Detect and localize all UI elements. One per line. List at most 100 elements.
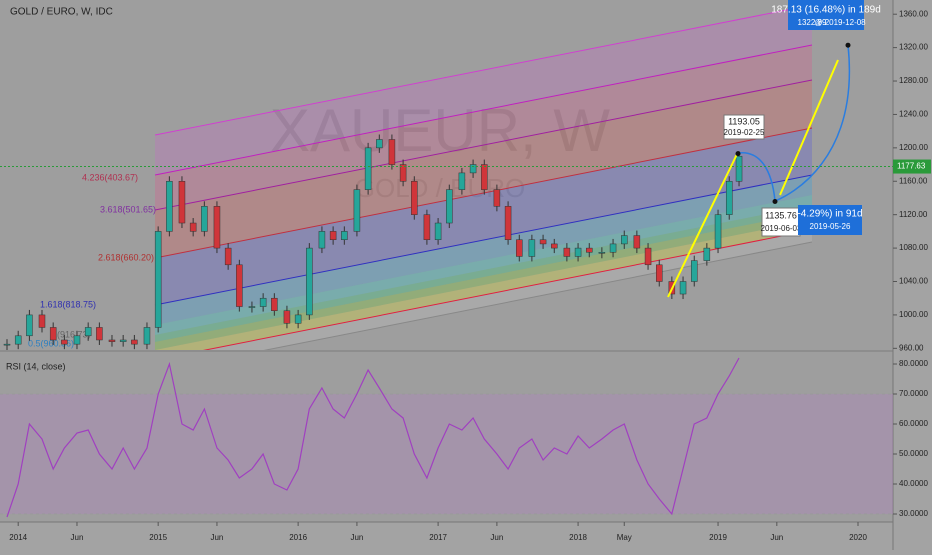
rsi-band <box>0 394 893 514</box>
candle-body <box>364 147 372 190</box>
candle-body <box>725 181 733 215</box>
annotation-box <box>788 0 864 30</box>
candle-body <box>294 314 302 324</box>
candle-body <box>458 172 466 190</box>
candle-body <box>143 327 151 345</box>
candle-body <box>329 231 337 240</box>
candle-body <box>96 327 103 341</box>
candle-body <box>61 339 68 345</box>
candle-body <box>434 222 442 240</box>
candle-body <box>84 327 92 337</box>
x-tick-label: 2020 <box>849 533 867 542</box>
y-tick-label: 1280.00 <box>899 76 928 85</box>
annotation-point <box>845 42 851 48</box>
candle-body <box>481 164 488 190</box>
candle-body <box>259 297 267 307</box>
candle-body <box>586 247 593 253</box>
y-tick-label: 50.0000 <box>899 449 928 458</box>
candle-body <box>469 164 477 174</box>
candle-body <box>14 335 22 345</box>
fib-label: 0.5(960.56) <box>28 338 74 348</box>
rsi-title: RSI (14, close) <box>6 361 66 371</box>
candle-body <box>411 181 418 215</box>
x-tick-label: 2017 <box>429 533 447 542</box>
y-tick-label: 1320.00 <box>899 43 928 52</box>
candle-body <box>516 239 523 257</box>
x-tick-label: May <box>617 533 632 542</box>
x-tick-label: Jun <box>210 533 223 542</box>
annotation-box <box>723 114 765 140</box>
annotation-date: 2019-06-03 <box>761 224 802 233</box>
candle-body <box>423 214 431 240</box>
candle-body <box>271 297 278 311</box>
candle-body <box>189 222 197 232</box>
annotation-date: 2019-02-25 <box>724 128 765 137</box>
y-tick-label: 1040.00 <box>899 277 928 286</box>
candle-body <box>703 247 711 261</box>
annotation-point <box>735 151 741 157</box>
candle-body <box>49 327 57 341</box>
rsi-line <box>6 357 740 518</box>
candle-body <box>504 206 512 240</box>
candle-body <box>528 239 536 257</box>
candle-body <box>399 164 407 182</box>
projection-curve <box>737 44 851 203</box>
candle-body <box>656 264 663 282</box>
candle-body <box>493 189 501 207</box>
candle-body <box>213 206 221 249</box>
y-tick-label: 1000.00 <box>899 310 928 319</box>
candle-body <box>353 189 361 232</box>
annotation-point <box>772 199 778 205</box>
chart-title: GOLD / EURO, W, IDC <box>10 7 113 18</box>
y-tick-label: 1200.00 <box>899 143 928 152</box>
fib-label: 1.618(818.75) <box>40 299 96 309</box>
fib-label: 3.618(501.65) <box>100 204 156 214</box>
candle-body <box>166 181 173 232</box>
candle-body <box>224 247 232 266</box>
candle-body <box>306 247 313 316</box>
candle-body <box>574 247 582 257</box>
candle-body <box>201 206 208 232</box>
y-tick-label: 1240.00 <box>899 110 928 119</box>
candle-body <box>633 235 641 249</box>
candle-body <box>735 155 743 182</box>
y-tick-label: 960.00 <box>899 343 924 352</box>
annotations: 1193.05 2019-02-25 1135.76 2019-06-03 -4… <box>723 0 881 237</box>
last-price-label: 1177.63 <box>897 162 926 171</box>
candle-body <box>119 339 127 342</box>
annotation-change: -4.29%) in 91d <box>797 209 862 220</box>
candle-body <box>131 339 138 345</box>
x-tick-label: 2014 <box>9 533 27 542</box>
y-tick-label: 60.0000 <box>899 419 928 428</box>
y-tick-label: 70.0000 <box>899 389 928 398</box>
x-tick-label: 2015 <box>149 533 167 542</box>
watermark: XAUEUR, W <box>270 97 610 164</box>
x-tick-label: 2016 <box>289 533 307 542</box>
candles <box>3 134 743 350</box>
annotation-price: 1322.89 <box>798 18 827 27</box>
y-tick-label: 30.0000 <box>899 509 928 518</box>
y-tick-label: 40.0000 <box>899 479 928 488</box>
candle-body <box>248 306 256 308</box>
candle-body <box>621 235 628 245</box>
y-tick-label: 1120.00 <box>899 210 928 219</box>
annotation-box <box>761 207 801 237</box>
x-tick-label: 2018 <box>569 533 587 542</box>
candle-body <box>644 247 652 266</box>
annotation-change: 187.13 (16.48%) in 189d <box>771 5 881 16</box>
candle-body <box>679 281 687 295</box>
x-tick-label: 2019 <box>709 533 727 542</box>
annotation-box <box>798 205 862 235</box>
fib-label: 4.236(403.67) <box>82 172 138 182</box>
candle-body <box>714 214 722 249</box>
last-price-box <box>893 159 931 174</box>
candle-body <box>690 260 698 282</box>
candle-body <box>73 335 81 345</box>
candle-body <box>376 139 383 149</box>
candle-body <box>26 314 33 337</box>
candle-body <box>446 189 453 224</box>
trend-line <box>667 151 739 298</box>
candle-body <box>236 264 243 307</box>
x-tick-label: Jun <box>350 533 363 542</box>
